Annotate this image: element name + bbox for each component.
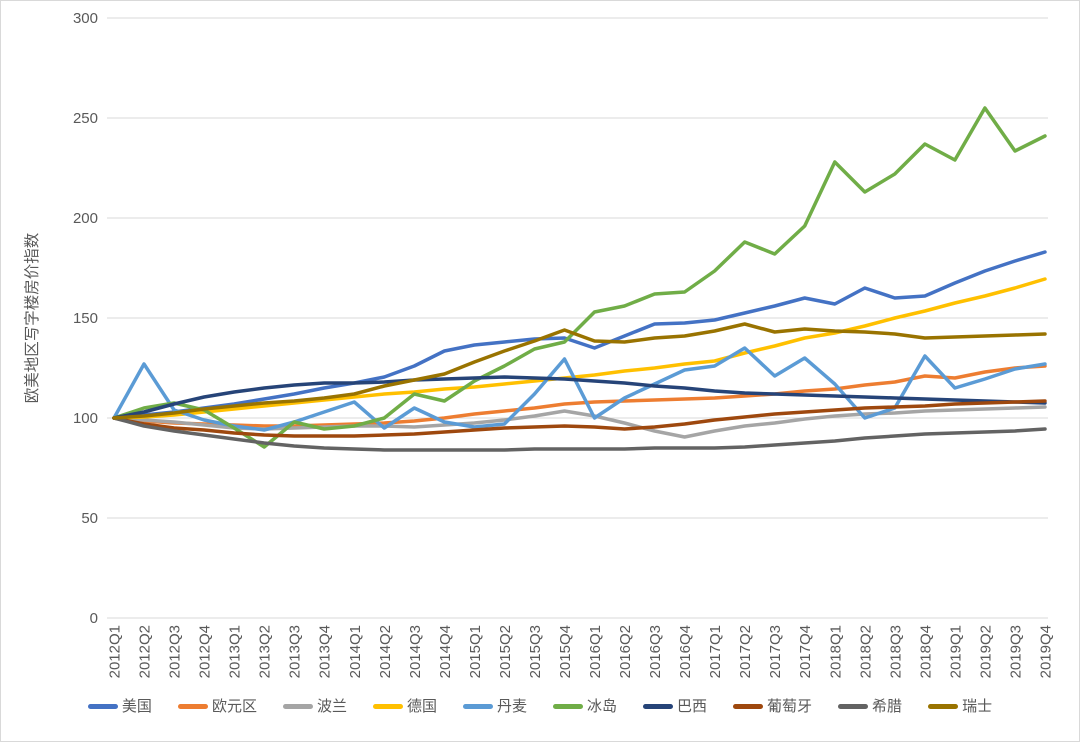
legend-swatch-usa xyxy=(87,704,118,709)
y-tick-label: 0 xyxy=(90,610,98,627)
series-line-greece xyxy=(112,416,1047,452)
x-tick-label: 2012Q2 xyxy=(137,625,154,678)
x-tick-label: 2014Q2 xyxy=(377,625,394,678)
series-line-usa xyxy=(112,250,1047,420)
legend-swatch-iceland xyxy=(553,704,583,709)
x-tick-label: 2017Q3 xyxy=(767,625,784,678)
legend-label-portugal: 葡萄牙 xyxy=(767,698,813,715)
x-tick-label: 2017Q2 xyxy=(737,625,754,678)
series-line-iceland xyxy=(112,106,1047,449)
x-tick-label: 2018Q1 xyxy=(827,625,844,678)
series-line-switzerland xyxy=(112,322,1047,420)
x-tick-label: 2017Q1 xyxy=(707,625,724,678)
series-line-poland xyxy=(112,405,1047,439)
legend-swatch-denmark xyxy=(462,704,493,709)
series-line-eurozone xyxy=(112,364,1047,428)
legend-item-switzerland: 瑞士 xyxy=(928,699,992,714)
series-line-germany xyxy=(112,277,1047,420)
legend-swatch-poland xyxy=(282,704,313,709)
y-tick-label: 200 xyxy=(73,210,98,227)
x-tick-label: 2019Q1 xyxy=(947,625,964,678)
x-tick-label: 2015Q4 xyxy=(557,625,574,678)
x-tick-label: 2013Q3 xyxy=(287,625,304,678)
x-tick-label: 2018Q3 xyxy=(887,625,904,678)
series-line-denmark xyxy=(112,346,1047,432)
y-axis-tick-labels: 0 50 100 150 200 250 300 xyxy=(73,10,98,627)
legend-label-denmark: 丹麦 xyxy=(496,698,527,715)
x-tick-label: 2012Q4 xyxy=(197,625,214,678)
x-tick-label: 2014Q1 xyxy=(347,625,364,678)
y-tick-label: 100 xyxy=(73,410,98,427)
legend-item-portugal: 葡萄牙 xyxy=(733,699,812,714)
legend-label-germany: 德国 xyxy=(406,698,437,715)
x-tick-label: 2015Q1 xyxy=(467,625,484,678)
series-lines xyxy=(112,106,1047,452)
x-axis-tick-labels: 2012Q1 2012Q2 2012Q3 2012Q4 2013Q1 2013Q2 2013… xyxy=(107,625,1055,678)
legend-label-switzerland: 瑞士 xyxy=(962,698,993,715)
x-tick-label: 2013Q1 xyxy=(227,625,244,678)
legend-swatch-germany xyxy=(372,704,403,709)
legend-item-germany: 德国 xyxy=(372,698,437,715)
legend-label-brazil: 巴西 xyxy=(677,698,708,715)
x-tick-label: 2019Q4 xyxy=(1038,625,1055,678)
legend-swatch-portugal xyxy=(733,704,764,709)
x-tick-label: 2019Q3 xyxy=(1007,625,1024,678)
x-tick-label: 2019Q2 xyxy=(977,625,994,678)
legend-label-greece: 希腊 xyxy=(872,698,903,715)
legend: 美国 欧元区 波兰 德国 丹麦 冰岛 巴西 葡萄牙 希腊 瑞士 xyxy=(1,699,1079,714)
x-tick-label: 2014Q3 xyxy=(407,625,424,678)
x-tick-label: 2016Q1 xyxy=(587,625,604,678)
y-axis-title: 欧美地区写字楼房价指数 xyxy=(23,232,41,403)
legend-swatch-eurozone xyxy=(177,704,208,709)
x-tick-label: 2016Q4 xyxy=(677,625,694,678)
legend-item-brazil: 巴西 xyxy=(643,699,707,714)
series-line-brazil xyxy=(112,375,1047,420)
y-tick-label: 300 xyxy=(73,10,98,27)
legend-item-eurozone: 欧元区 xyxy=(177,698,257,715)
series-line-portugal xyxy=(112,399,1047,438)
x-tick-label: 2016Q3 xyxy=(647,625,664,678)
legend-item-denmark: 丹麦 xyxy=(462,698,527,715)
legend-label-usa: 美国 xyxy=(121,698,152,715)
y-tick-label: 50 xyxy=(81,510,98,527)
legend-swatch-brazil xyxy=(643,704,674,709)
x-tick-label: 2018Q4 xyxy=(917,625,934,678)
legend-label-eurozone: 欧元区 xyxy=(211,698,257,715)
legend-swatch-switzerland xyxy=(928,704,959,709)
x-tick-label: 2016Q2 xyxy=(617,625,634,678)
y-tick-label: 150 xyxy=(73,310,98,327)
legend-item-iceland: 冰岛 xyxy=(553,699,617,714)
x-tick-label: 2013Q4 xyxy=(317,625,334,678)
x-tick-label: 2012Q3 xyxy=(167,625,184,678)
x-tick-label: 2017Q4 xyxy=(797,625,814,678)
legend-label-iceland: 冰岛 xyxy=(587,698,618,715)
legend-swatch-greece xyxy=(838,704,869,709)
legend-item-usa: 美国 xyxy=(87,698,152,715)
x-tick-label: 2013Q2 xyxy=(257,625,274,678)
x-tick-label: 2018Q2 xyxy=(857,625,874,678)
y-tick-label: 250 xyxy=(73,110,98,127)
x-tick-label: 2015Q3 xyxy=(527,625,544,678)
legend-item-greece: 希腊 xyxy=(838,699,902,714)
legend-item-poland: 波兰 xyxy=(282,698,347,715)
legend-label-poland: 波兰 xyxy=(316,698,347,715)
x-tick-label: 2014Q4 xyxy=(437,625,454,678)
x-tick-label: 2012Q1 xyxy=(107,625,124,678)
gridlines xyxy=(107,17,1048,619)
x-tick-label: 2015Q2 xyxy=(497,625,514,678)
